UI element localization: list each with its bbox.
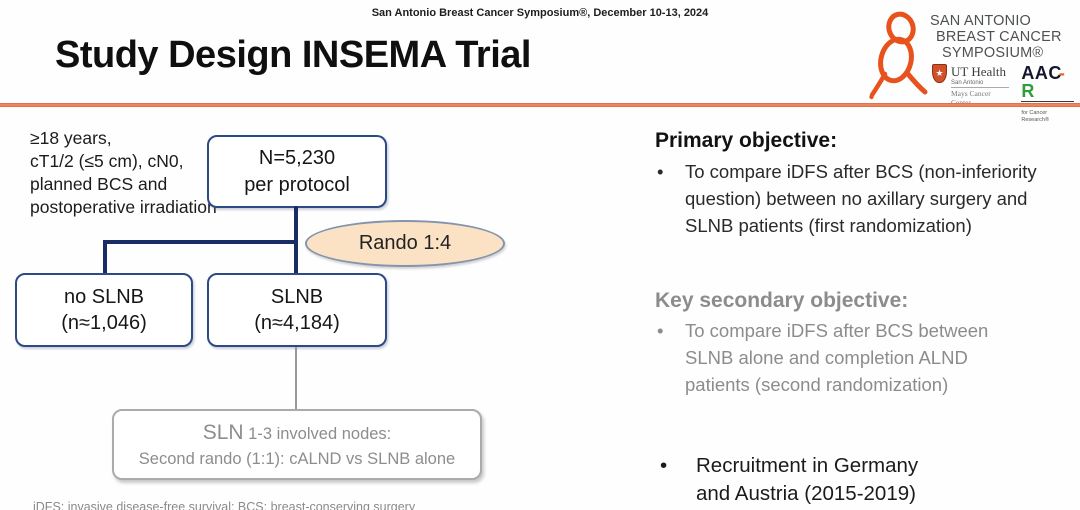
sabcs-ribbon-icon bbox=[868, 10, 928, 107]
second-rando-line1-lead: SLN bbox=[202, 421, 244, 445]
logo-line-3: SYMPOSIUM® bbox=[942, 44, 1044, 61]
bullet-icon: • bbox=[660, 454, 668, 477]
connector-horizontal bbox=[103, 240, 298, 244]
logo-line-1: SAN ANTONIO bbox=[930, 13, 1032, 29]
aacr-acronym: AAC- R bbox=[1021, 64, 1074, 100]
bullet-icon: • bbox=[657, 161, 664, 182]
eligibility-criteria-text: ≥18 years, cT1/2 (≤5 cm), cN0, planned B… bbox=[30, 128, 217, 218]
second-rando-line2: Second rando (1:1): cALND vs SLNB alone bbox=[138, 449, 456, 468]
no-slnb-line1: no SLNB bbox=[63, 285, 145, 308]
no-slnb-line2: (n≈1,046) bbox=[61, 312, 147, 334]
ut-health-shield-icon: ★ bbox=[932, 64, 947, 83]
secondary-objective-heading: Key secondary objective: bbox=[655, 289, 909, 312]
accent-divider bbox=[0, 103, 1080, 107]
aacr-r: R bbox=[1021, 81, 1035, 101]
slnb-line1: SLNB bbox=[270, 285, 324, 308]
slnb-line2: (n≈4,184) bbox=[254, 312, 340, 334]
second-rando-line1: SLN 1-3 involved nodes: bbox=[203, 418, 392, 447]
rando-label: Rando 1:4 bbox=[358, 232, 452, 254]
ut-health-city: San Antonio bbox=[951, 80, 984, 86]
recruitment-text: Recruitment in Germany and Austria (2015… bbox=[696, 454, 919, 506]
abbreviations-footnote: iDFS: invasive disease-free survival; BC… bbox=[33, 500, 416, 510]
ut-health-text: UT Health San Antonio Mays Cancer Center bbox=[951, 64, 1010, 107]
per-protocol-line1: N=5,230 bbox=[258, 147, 336, 170]
secondary-objective-text: To compare iDFS after BCS between SLNB a… bbox=[685, 320, 989, 395]
conference-header: San Antonio Breast Cancer Symposium®, De… bbox=[371, 7, 709, 19]
partner-logos: ★ UT Health San Antonio Mays Cancer Cent… bbox=[932, 64, 1074, 124]
primary-objective-bullet: • To compare iDFS after BCS (non-inferio… bbox=[657, 159, 1049, 239]
per-protocol-line2: per protocol bbox=[244, 173, 350, 196]
recruitment-bullet: • Recruitment in Germany and Austria (20… bbox=[660, 452, 918, 509]
page-title: Study Design INSEMA Trial bbox=[55, 34, 531, 76]
ut-health-center: Mays Cancer Center bbox=[951, 87, 1010, 107]
ut-health-name: UT Health bbox=[951, 64, 1006, 79]
secondary-objective-bullet: • To compare iDFS after BCS between SLNB… bbox=[657, 318, 1032, 398]
logo-line-2: BREAST CANCER bbox=[936, 28, 1062, 45]
aacr-dash: - bbox=[1058, 63, 1066, 83]
aacr-aac: AAC bbox=[1021, 63, 1062, 83]
aacr-logo: AAC-R American Association for Cancer Re… bbox=[1021, 64, 1074, 124]
second-rando-line1-rest: 1-3 involved nodes: bbox=[243, 425, 392, 444]
bullet-icon: • bbox=[657, 320, 664, 341]
flow-node-randomization: Rando 1:4 bbox=[305, 220, 505, 267]
flow-node-second-rando: SLN 1-3 involved nodes: Second rando (1:… bbox=[112, 409, 482, 480]
ut-health-logo: ★ UT Health San Antonio Mays Cancer Cent… bbox=[932, 64, 1010, 107]
sabcs-logo-name: SAN ANTONIO BREAST CANCER SYMPOSIUM® bbox=[930, 13, 1062, 62]
flow-node-slnb: SLNB (n≈4,184) bbox=[207, 273, 387, 347]
flow-node-no-slnb: no SLNB (n≈1,046) bbox=[15, 273, 193, 347]
primary-objective-text: To compare iDFS after BCS (non-inferiori… bbox=[685, 161, 1037, 236]
primary-objective-heading: Primary objective: bbox=[655, 129, 838, 152]
sabcs-logo: SAN ANTONIO BREAST CANCER SYMPOSIUM® ★ U… bbox=[868, 8, 1074, 123]
connector-vertical-left bbox=[103, 240, 107, 275]
flow-node-per-protocol: N=5,230 per protocol bbox=[207, 135, 387, 208]
connector-gray-vertical bbox=[295, 347, 297, 410]
